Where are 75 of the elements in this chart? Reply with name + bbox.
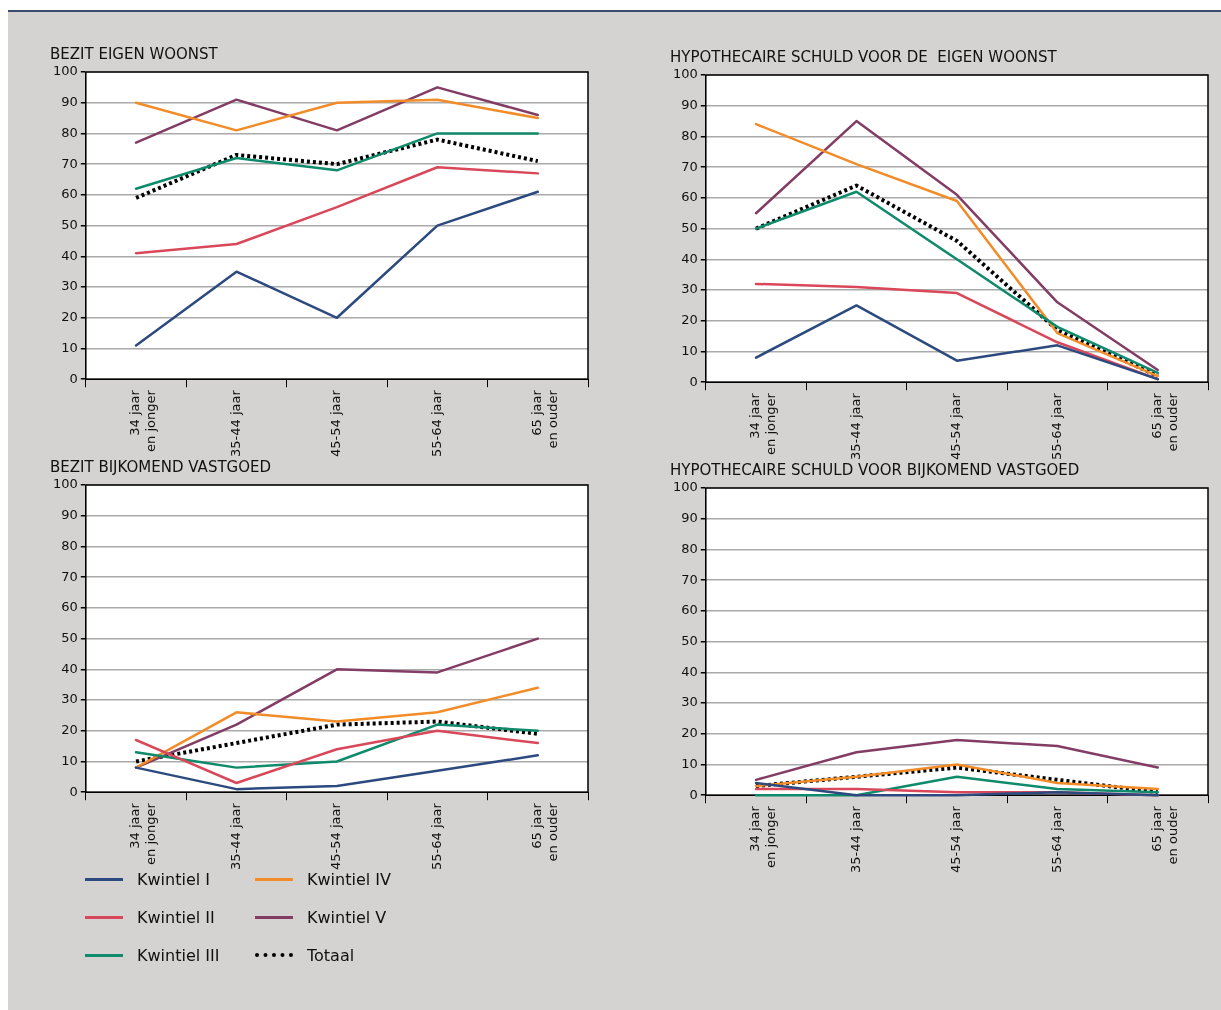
chart-title: BEZIT EIGEN WOONST — [50, 44, 219, 63]
legend-label: Kwintiel IV — [307, 869, 391, 889]
x-tick-label: 45-54 jaar — [948, 805, 964, 873]
x-tick-label: 55-64 jaar — [428, 389, 444, 457]
x-tick-label: 55-64 jaar — [1048, 392, 1064, 460]
y-tick-label: 30 — [61, 691, 78, 707]
legend-label: Kwintiel III — [137, 945, 220, 965]
y-tick-label: 60 — [61, 186, 78, 202]
y-tick-label: 50 — [681, 632, 698, 648]
y-tick-label: 80 — [681, 127, 698, 143]
y-tick-label: 50 — [61, 629, 78, 645]
legend-label: Kwintiel II — [137, 907, 215, 927]
y-tick-label: 70 — [61, 568, 78, 584]
y-tick-label: 30 — [61, 278, 78, 294]
x-tick-label: 35-44 jaar — [227, 389, 243, 457]
y-tick-label: 0 — [69, 783, 78, 799]
y-tick-label: 80 — [61, 124, 78, 140]
y-tick-label: 90 — [61, 94, 78, 110]
legend-label: Kwintiel V — [307, 907, 387, 927]
y-tick-label: 80 — [681, 540, 698, 556]
legend-label: Kwintiel I — [137, 869, 210, 889]
y-tick-label: 60 — [681, 602, 698, 618]
y-tick-label: 50 — [61, 216, 78, 232]
x-tick-label: 35-44 jaar — [227, 802, 243, 870]
x-tick-label: 34 jaar en jonger — [127, 389, 159, 452]
y-tick-label: 20 — [681, 725, 698, 741]
y-tick-label: 50 — [681, 219, 698, 235]
y-tick-label: 10 — [681, 755, 698, 771]
y-tick-label: 20 — [61, 722, 78, 738]
y-tick-label: 40 — [61, 247, 78, 263]
y-tick-label: 40 — [61, 660, 78, 676]
x-tick-label: 45-54 jaar — [948, 392, 964, 460]
y-tick-label: 40 — [681, 250, 698, 266]
y-tick-label: 20 — [681, 312, 698, 328]
x-tick-label: 65 jaar en ouder — [1149, 392, 1180, 452]
y-tick-label: 70 — [681, 571, 698, 587]
y-tick-label: 30 — [681, 694, 698, 710]
y-tick-label: 90 — [61, 507, 78, 523]
y-tick-label: 10 — [61, 339, 78, 355]
y-tick-label: 70 — [61, 155, 78, 171]
y-tick-label: 100 — [672, 479, 698, 495]
y-tick-label: 0 — [689, 786, 698, 802]
legend-label: Totaal — [307, 945, 355, 965]
x-tick-label: 34 jaar en jonger — [127, 802, 159, 865]
y-tick-label: 100 — [52, 63, 78, 79]
y-tick-label: 0 — [69, 370, 78, 386]
x-tick-label: 55-64 jaar — [1048, 805, 1064, 873]
y-tick-label: 60 — [61, 599, 78, 615]
y-tick-label: 70 — [681, 158, 698, 174]
x-tick-label: 65 jaar en ouder — [529, 389, 560, 449]
y-tick-label: 100 — [52, 476, 78, 492]
y-tick-label: 10 — [681, 342, 698, 358]
chart-title: HYPOTHECAIRE SCHULD VOOR BIJKOMEND VASTGOED — [670, 460, 1080, 479]
x-tick-label: 45-54 jaar — [328, 802, 344, 870]
line-series — [134, 137, 540, 200]
chart-title: BEZIT BIJKOMEND VASTGOED — [50, 457, 272, 476]
y-tick-label: 100 — [672, 66, 698, 82]
y-tick-label: 30 — [681, 281, 698, 297]
x-tick-label: 35-44 jaar — [847, 805, 863, 873]
y-tick-label: 80 — [61, 537, 78, 553]
chart-title: HYPOTHECAIRE SCHULD VOOR DE EIGEN WOONST — [670, 47, 1058, 66]
x-tick-label: 65 jaar en ouder — [529, 802, 560, 862]
y-tick-label: 40 — [681, 663, 698, 679]
y-tick-label: 20 — [61, 309, 78, 325]
x-tick-label: 45-54 jaar — [328, 389, 344, 457]
x-tick-label: 34 jaar en jonger — [747, 392, 779, 455]
y-tick-label: 90 — [681, 510, 698, 526]
y-tick-label: 60 — [681, 189, 698, 205]
x-tick-label: 55-64 jaar — [428, 802, 444, 870]
y-tick-label: 90 — [681, 97, 698, 113]
y-tick-label: 10 — [61, 752, 78, 768]
x-tick-label: 65 jaar en ouder — [1149, 805, 1180, 865]
y-tick-label: 0 — [689, 373, 698, 389]
x-tick-label: 34 jaar en jonger — [747, 805, 779, 868]
x-tick-label: 35-44 jaar — [847, 392, 863, 460]
